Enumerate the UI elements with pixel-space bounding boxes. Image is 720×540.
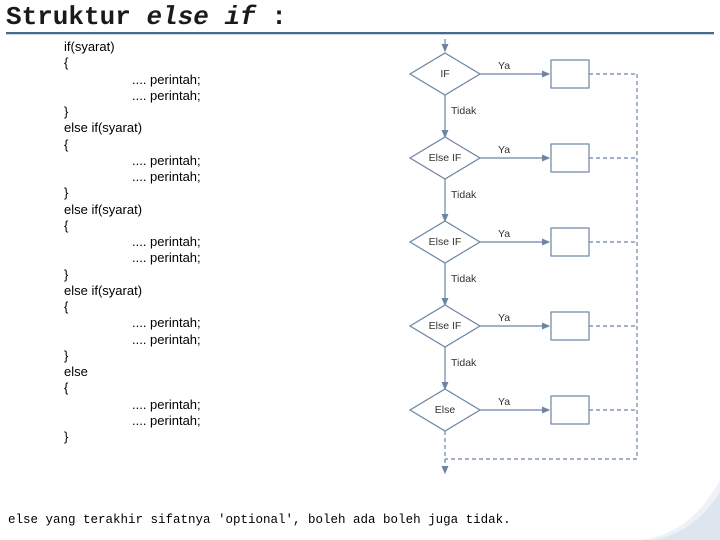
flow-diamond-label: Else [435, 404, 456, 416]
flow-action-box [551, 144, 589, 172]
code-stmt: .... perintah; [64, 413, 370, 429]
flowchart: IF Ya Tidak Else IF Ya Tidak Else IF Ya Tidak Els… [370, 39, 670, 509]
code-head: else [64, 364, 370, 380]
flow-true-label: Ya [498, 312, 510, 324]
code-stmt: .... perintah; [64, 153, 370, 169]
code-stmt: .... perintah; [64, 250, 370, 266]
code-stmt: .... perintah; [64, 72, 370, 88]
flow-false-label: Tidak [451, 189, 477, 201]
code-open: { [64, 137, 370, 153]
title-suffix: : [256, 2, 287, 32]
code-open: { [64, 380, 370, 396]
code-head: else if(syarat) [64, 283, 370, 299]
code-close: } [64, 429, 370, 445]
flow-action-box [551, 396, 589, 424]
flow-diamond-label: Else IF [429, 236, 462, 248]
title-prefix: Struktur [6, 2, 146, 32]
flow-action-box [551, 312, 589, 340]
footnote: else yang terakhir sifatnya 'optional', … [0, 509, 720, 527]
flow-true-label: Ya [498, 228, 510, 240]
flow-true-label: Ya [498, 144, 510, 156]
code-head: else if(syarat) [64, 120, 370, 136]
flow-false-label: Tidak [451, 357, 477, 369]
code-stmt: .... perintah; [64, 397, 370, 413]
title-underline [6, 32, 714, 35]
code-close: } [64, 267, 370, 283]
code-close: } [64, 348, 370, 364]
flow-diamond-label: IF [440, 68, 449, 80]
code-stmt: .... perintah; [64, 169, 370, 185]
title-keyword: else if [146, 2, 255, 32]
code-open: { [64, 299, 370, 315]
flow-true-label: Ya [498, 396, 510, 408]
code-stmt: .... perintah; [64, 234, 370, 250]
code-stmt: .... perintah; [64, 88, 370, 104]
code-close: } [64, 185, 370, 201]
code-head: else if(syarat) [64, 202, 370, 218]
flow-diamond-label: Else IF [429, 152, 462, 164]
code-head: if(syarat) [64, 39, 370, 55]
code-open: { [64, 218, 370, 234]
flowchart-column: IF Ya Tidak Else IF Ya Tidak Else IF Ya Tidak Els… [370, 39, 670, 509]
flow-false-label: Tidak [451, 273, 477, 285]
code-open: { [64, 55, 370, 71]
flow-action-box [551, 228, 589, 256]
corner-decoration [640, 480, 720, 540]
content-row: if(syarat){.... perintah;.... perintah;}… [0, 39, 720, 509]
flow-action-box [551, 60, 589, 88]
code-column: if(syarat){.... perintah;.... perintah;}… [0, 39, 370, 509]
page-title: Struktur else if : [0, 0, 720, 32]
flow-true-label: Ya [498, 60, 510, 72]
code-stmt: .... perintah; [64, 332, 370, 348]
flow-diamond-label: Else IF [429, 320, 462, 332]
code-close: } [64, 104, 370, 120]
flow-false-label: Tidak [451, 105, 477, 117]
code-stmt: .... perintah; [64, 315, 370, 331]
